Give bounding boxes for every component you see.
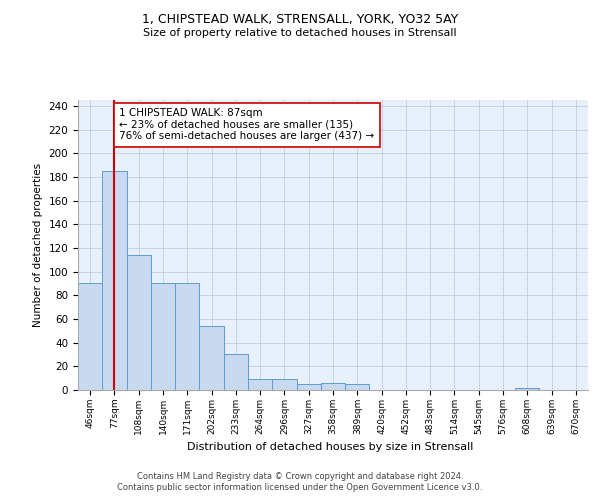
Bar xyxy=(78,284,102,390)
Text: Size of property relative to detached houses in Strensall: Size of property relative to detached ho… xyxy=(143,28,457,38)
Bar xyxy=(175,284,199,390)
Text: Contains HM Land Registry data © Crown copyright and database right 2024.: Contains HM Land Registry data © Crown c… xyxy=(137,472,463,481)
Bar xyxy=(199,326,224,390)
Bar xyxy=(102,171,127,390)
Bar xyxy=(224,354,248,390)
Bar xyxy=(127,255,151,390)
Bar xyxy=(151,284,175,390)
Text: 1, CHIPSTEAD WALK, STRENSALL, YORK, YO32 5AY: 1, CHIPSTEAD WALK, STRENSALL, YORK, YO32… xyxy=(142,12,458,26)
Bar xyxy=(515,388,539,390)
Bar xyxy=(345,384,370,390)
Bar xyxy=(248,380,272,390)
Text: Distribution of detached houses by size in Strensall: Distribution of detached houses by size … xyxy=(187,442,473,452)
Text: 1 CHIPSTEAD WALK: 87sqm
← 23% of detached houses are smaller (135)
76% of semi-d: 1 CHIPSTEAD WALK: 87sqm ← 23% of detache… xyxy=(119,108,374,142)
Text: Contains public sector information licensed under the Open Government Licence v3: Contains public sector information licen… xyxy=(118,484,482,492)
Bar xyxy=(296,384,321,390)
Bar xyxy=(272,380,296,390)
Y-axis label: Number of detached properties: Number of detached properties xyxy=(33,163,43,327)
Bar xyxy=(321,383,345,390)
